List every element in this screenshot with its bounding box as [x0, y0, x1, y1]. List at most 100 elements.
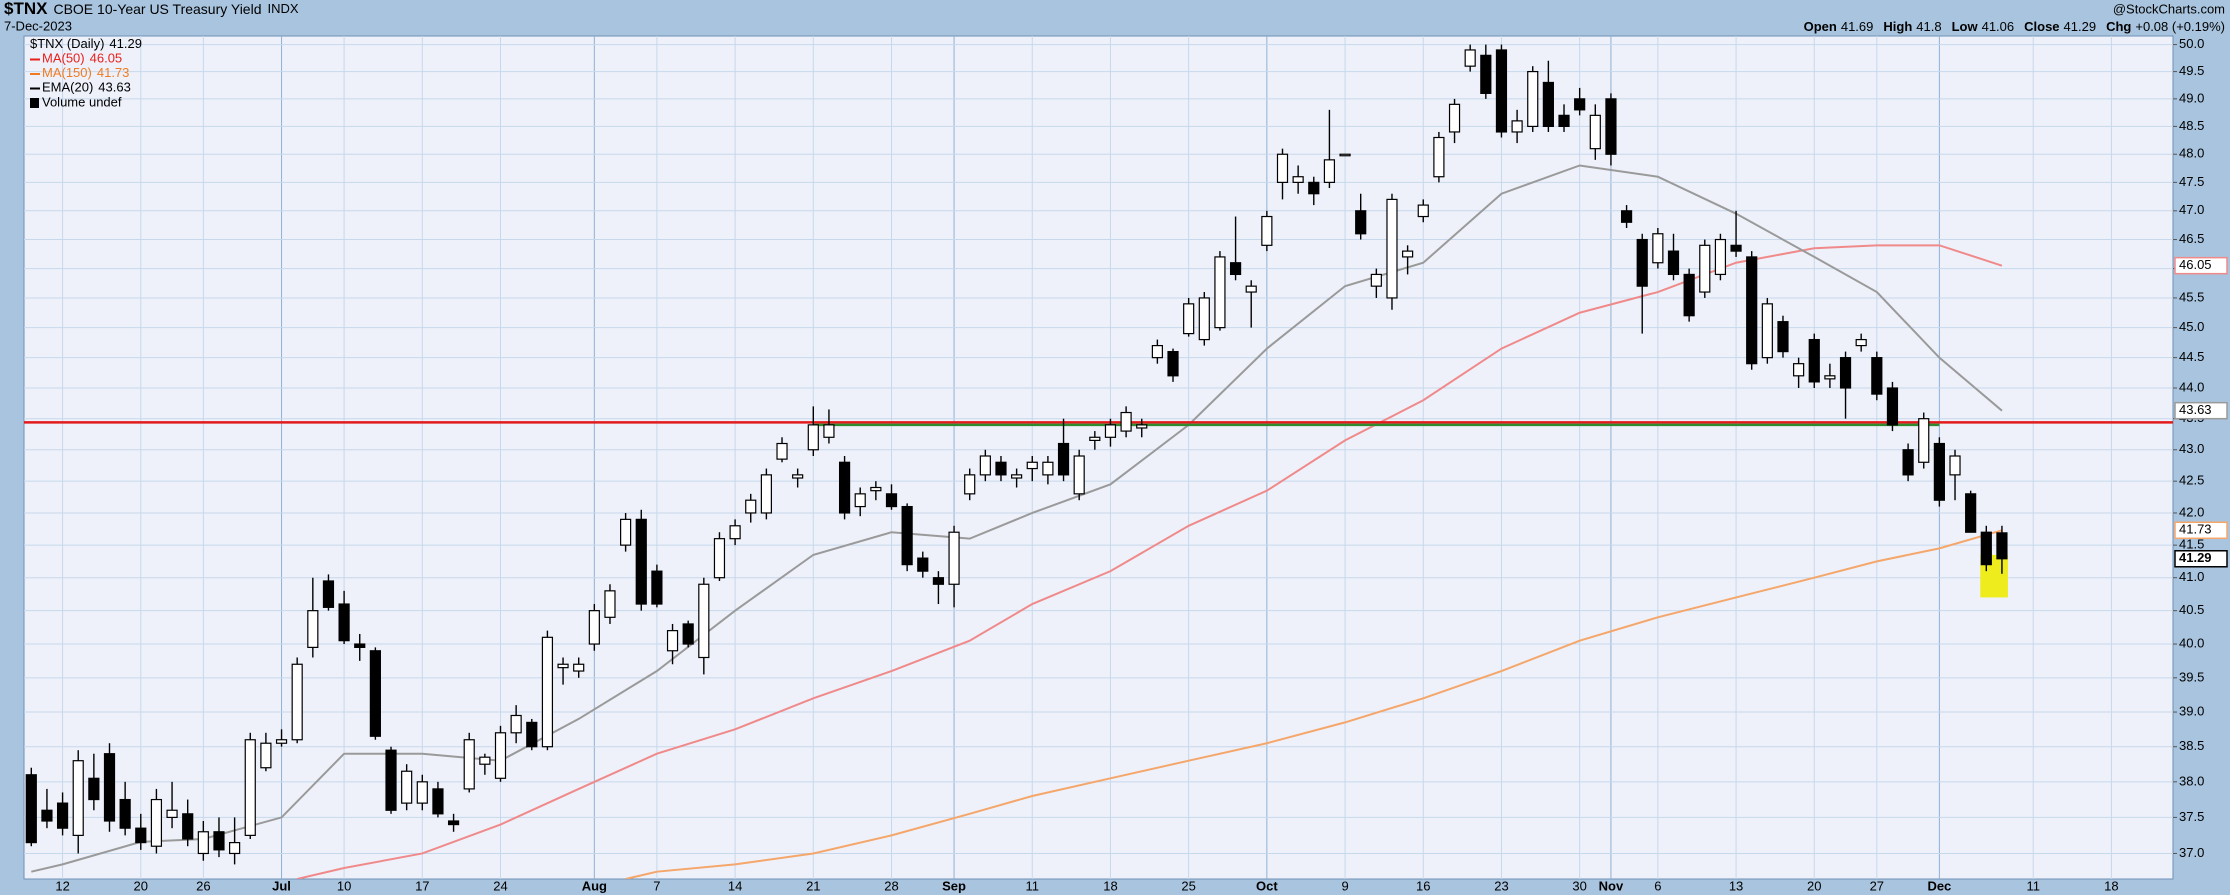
price-tag-box — [2174, 401, 2228, 420]
candle-body — [776, 442, 788, 460]
candle-body — [1918, 418, 1930, 463]
candle-body — [1761, 303, 1773, 359]
x-tick-label: 20 — [1807, 878, 1821, 893]
candle-body — [1057, 442, 1070, 476]
candle-body — [666, 630, 679, 652]
candle-body — [1652, 233, 1664, 264]
candle-body — [541, 636, 554, 748]
y-tick-label: 39.5 — [2179, 669, 2204, 684]
candle-body — [620, 518, 632, 546]
candle-body — [1667, 250, 1680, 276]
candle-body — [56, 802, 69, 829]
candle-body — [510, 714, 522, 734]
candle-body — [1589, 114, 1601, 150]
legend-entry: $TNX (Daily) 41.29 — [30, 36, 142, 51]
x-tick-label: Dec — [1927, 878, 1951, 893]
candle-body — [588, 610, 600, 645]
candle-body — [1183, 303, 1195, 335]
candle-body — [354, 643, 366, 648]
exchange: INDX — [268, 1, 299, 16]
candle-body — [729, 525, 741, 540]
candle-body — [1261, 215, 1273, 246]
y-tick-label: 40.5 — [2179, 602, 2204, 617]
candle-body — [1777, 321, 1789, 353]
y-tick-label: 47.5 — [2179, 174, 2204, 189]
y-tick-label: 45.0 — [2179, 319, 2204, 334]
header-title: $TNX CBOE 10-Year US Treasury Yield INDX — [4, 0, 299, 18]
x-tick-label: 17 — [415, 878, 429, 893]
x-tick-label: 26 — [196, 878, 210, 893]
candle-body — [1245, 285, 1257, 293]
price-tag-box — [2174, 256, 2228, 275]
candle-body — [682, 623, 694, 645]
candle-body — [901, 505, 913, 566]
x-tick-label: Sep — [942, 878, 966, 893]
candle-body — [1026, 461, 1038, 470]
y-tick-label: 49.0 — [2179, 90, 2204, 105]
candle-body — [745, 499, 757, 514]
x-tick-label: 27 — [1870, 878, 1884, 893]
quote-label: Chg — [2106, 19, 2131, 34]
candle-body — [1636, 238, 1648, 287]
candle-body — [1417, 204, 1429, 218]
y-tick-label: 48.5 — [2179, 118, 2204, 133]
candle-body — [369, 650, 381, 737]
legend-entry: MA(150) 41.73 — [42, 65, 129, 80]
legend-entry: MA(50) 46.05 — [42, 51, 122, 66]
candle-body — [41, 809, 53, 822]
candle-body — [1933, 442, 1945, 501]
candle-body — [995, 461, 1007, 476]
candle-body — [1980, 531, 1992, 566]
candle-body — [1965, 493, 1977, 533]
candle-body — [1433, 136, 1445, 178]
quote-label: High — [1883, 19, 1912, 34]
price-tag-box — [2174, 521, 2228, 540]
candle-body — [698, 583, 710, 659]
plot-area — [23, 35, 2174, 880]
candle-body — [213, 831, 225, 851]
quote-label: Low — [1952, 19, 1979, 34]
y-tick-label: 43.0 — [2179, 441, 2204, 456]
y-tick-label: 41.5 — [2179, 537, 2204, 552]
candle-body — [1542, 81, 1554, 128]
y-tick-label: 48.0 — [2179, 146, 2204, 161]
candle-body — [1151, 344, 1163, 359]
candle-body — [1089, 436, 1101, 441]
legend-value: 46.05 — [90, 51, 123, 66]
quote-value: 41.06 — [1982, 19, 2015, 34]
candle-body — [150, 798, 163, 847]
moving-average-line — [31, 164, 2003, 873]
candle-body — [1574, 98, 1586, 111]
x-tick-label: 30 — [1572, 878, 1586, 893]
candle-body — [25, 774, 37, 844]
legend-volume-icon — [30, 98, 39, 108]
moving-average-line — [625, 529, 2003, 879]
candle-body — [948, 531, 960, 585]
candle-body — [1276, 153, 1289, 183]
candle-body — [1323, 159, 1336, 183]
candle-body — [338, 603, 350, 642]
candle-body — [1730, 244, 1742, 252]
candle-body — [651, 570, 663, 605]
candle-body — [635, 518, 647, 605]
candle-body — [557, 663, 569, 669]
candle-body — [88, 777, 100, 801]
y-tick-label: 49.5 — [2179, 63, 2204, 78]
candle-body — [604, 590, 616, 618]
candle-body — [1073, 455, 1085, 495]
x-tick-label: Nov — [1599, 878, 1624, 893]
candle-body — [823, 424, 835, 438]
x-tick-label: 28 — [884, 878, 898, 893]
x-tick-label: 9 — [1341, 878, 1348, 893]
candle-body — [275, 739, 288, 744]
candle-body — [135, 827, 147, 844]
candle-body — [103, 753, 116, 822]
candle-body — [244, 739, 256, 836]
candle-body — [526, 721, 538, 748]
candle-body — [573, 663, 585, 672]
x-tick-label: 11 — [1026, 878, 1040, 893]
subtitle: CBOE 10-Year US Treasury Yield — [53, 1, 261, 17]
candle-body — [479, 756, 491, 765]
legend-entry: EMA(20) 43.63 — [42, 80, 131, 95]
legend-entry: Volume undef — [42, 94, 122, 109]
